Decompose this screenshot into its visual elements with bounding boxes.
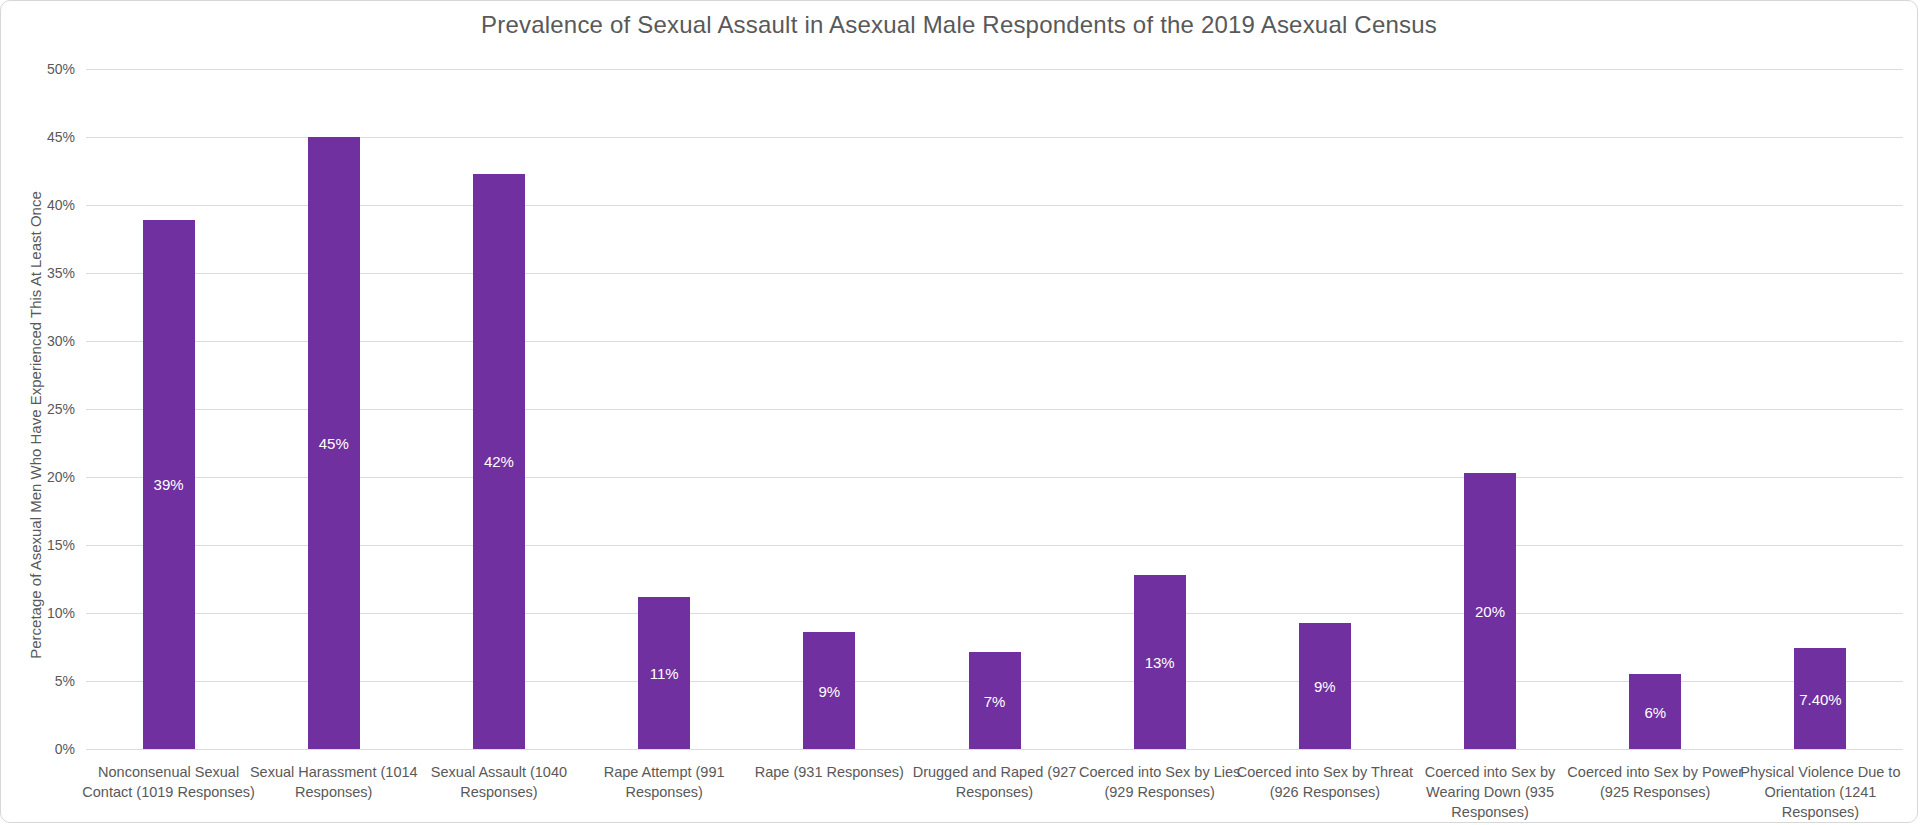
y-tick-label: 45% <box>1 128 75 146</box>
y-tick-label: 0% <box>1 740 75 758</box>
y-tick-label: 10% <box>1 604 75 622</box>
bar-value-label: 9% <box>818 682 840 699</box>
y-axis-title: Percetage of Asexual Men Who Have Experi… <box>27 191 44 658</box>
y-tick-label: 15% <box>1 536 75 554</box>
bar-value-label: 7% <box>984 692 1006 709</box>
bar-value-label: 45% <box>319 435 349 452</box>
x-category-label: Drugged and Raped (927 Responses) <box>905 762 1085 802</box>
x-category-label: Coerced into Sex by Lies (929 Responses) <box>1070 762 1250 802</box>
x-axis-line <box>86 749 1903 750</box>
x-category-label: Rape Attempt (991 Responses) <box>574 762 754 802</box>
chart-title: Prevalence of Sexual Assault in Asexual … <box>1 11 1917 39</box>
x-category-label: Physical Violence Due to Orientation (12… <box>1730 762 1910 822</box>
bar-chart: Prevalence of Sexual Assault in Asexual … <box>0 0 1918 823</box>
x-category-label: Sexual Assault (1040 Responses) <box>409 762 589 802</box>
x-category-label: Coerced into Sex by Wearing Down (935 Re… <box>1400 762 1580 822</box>
y-tick-label: 35% <box>1 264 75 282</box>
bar-value-label: 13% <box>1145 653 1175 670</box>
y-tick-label: 50% <box>1 60 75 78</box>
x-category-label: Nonconsenual Sexual Contact (1019 Respon… <box>79 762 259 802</box>
y-tick-label: 30% <box>1 332 75 350</box>
x-category-label: Coerced into Sex by Threat (926 Response… <box>1235 762 1415 802</box>
bar-value-label: 11% <box>650 664 679 681</box>
x-category-label: Sexual Harassment (1014 Responses) <box>244 762 424 802</box>
y-tick-label: 25% <box>1 400 75 418</box>
bar-value-label: 7.40% <box>1799 690 1842 707</box>
y-tick-label: 40% <box>1 196 75 214</box>
gridline <box>86 69 1903 70</box>
y-tick-label: 5% <box>1 672 75 690</box>
x-category-label: Rape (931 Responses) <box>739 762 919 782</box>
bar-value-label: 42% <box>484 453 514 470</box>
bar-value-label: 9% <box>1314 677 1336 694</box>
y-tick-label: 20% <box>1 468 75 486</box>
bar-value-label: 20% <box>1475 602 1505 619</box>
bar-value-label: 39% <box>154 476 184 493</box>
x-category-label: Coerced into Sex by Power (925 Responses… <box>1565 762 1745 802</box>
bar-value-label: 6% <box>1644 703 1666 720</box>
